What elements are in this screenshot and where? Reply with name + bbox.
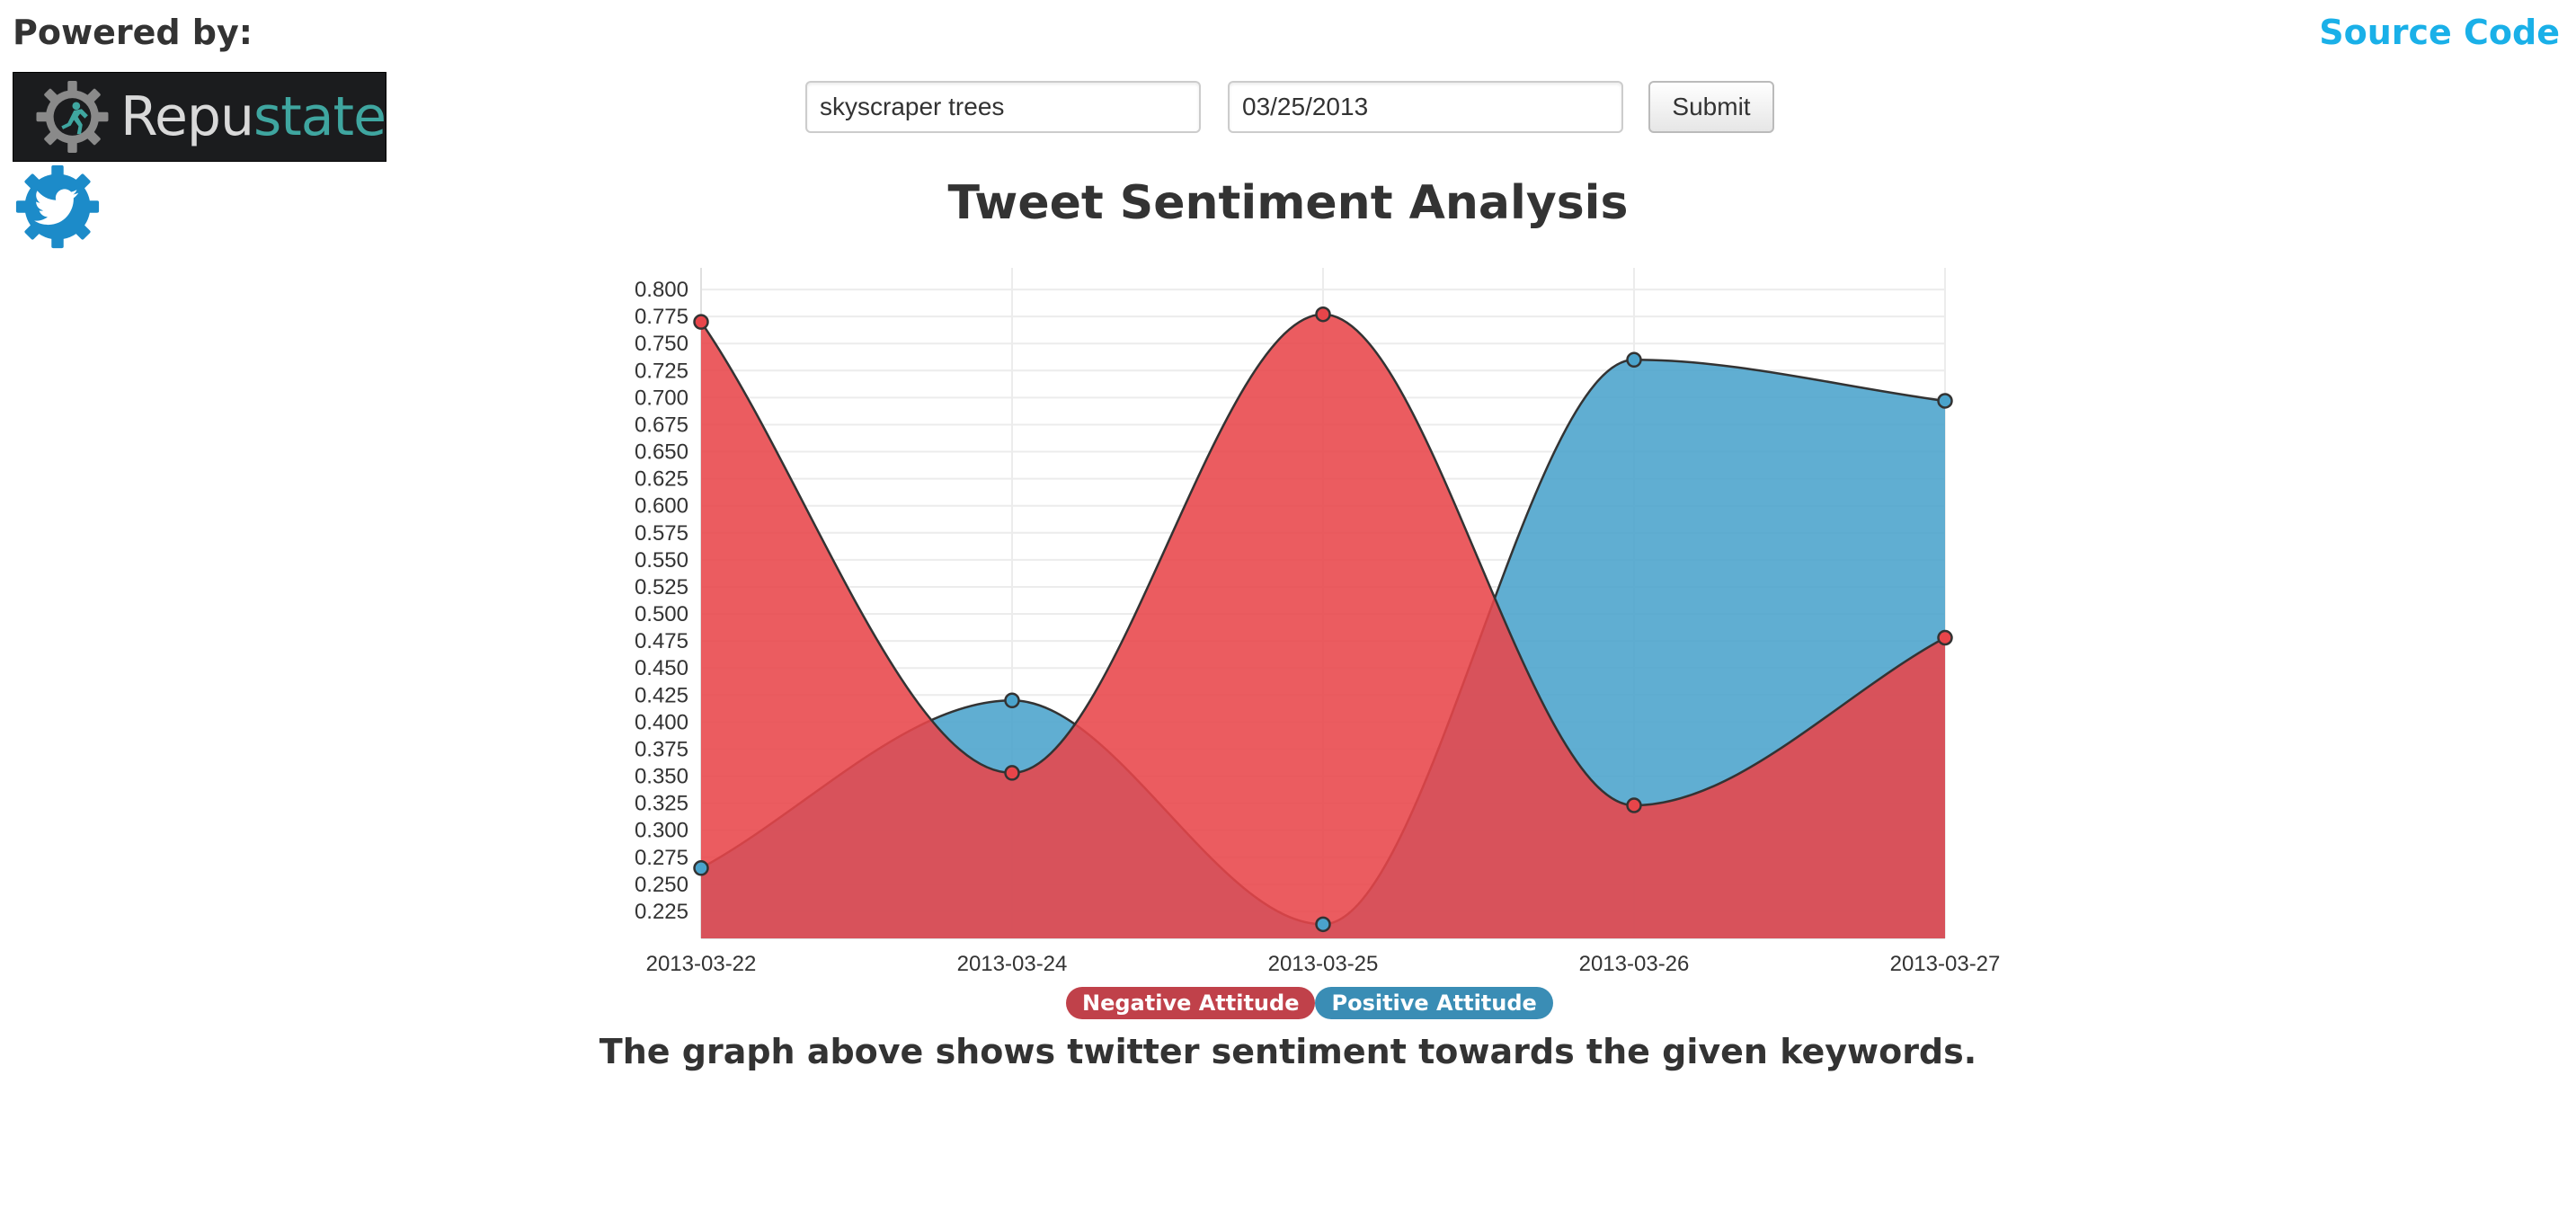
repustate-wordmark: Repustate <box>120 85 386 148</box>
negative-attitude-point <box>693 314 709 330</box>
y-tick-label: 0.750 <box>635 332 688 356</box>
y-tick-label: 0.450 <box>635 656 688 680</box>
negative-attitude-point <box>1937 629 1953 646</box>
y-tick-label: 0.700 <box>635 386 688 410</box>
date-input[interactable] <box>1228 81 1623 133</box>
y-tick-label: 0.400 <box>635 710 688 734</box>
y-tick-label: 0.525 <box>635 575 688 600</box>
x-tick-label: 2013-03-26 <box>1579 952 1690 976</box>
x-tick-label: 2013-03-25 <box>1268 952 1379 976</box>
y-tick-label: 0.425 <box>635 683 688 707</box>
positive-attitude-point <box>1937 393 1953 409</box>
positive-attitude-point <box>1315 916 1331 933</box>
y-tick-label: 0.575 <box>635 521 688 546</box>
legend-positive-attitude[interactable]: Positive Attitude <box>1315 987 1553 1019</box>
y-tick-label: 0.350 <box>635 765 688 789</box>
x-tick-label: 2013-03-27 <box>1890 952 2001 976</box>
gear-runner-icon <box>36 80 109 154</box>
y-tick-label: 0.225 <box>635 900 688 924</box>
y-tick-label: 0.650 <box>635 440 688 465</box>
x-tick-label: 2013-03-24 <box>957 952 1068 976</box>
chart-title: Tweet Sentiment Analysis <box>947 176 1629 230</box>
source-code-link[interactable]: Source Code <box>2319 13 2560 52</box>
y-tick-label: 0.725 <box>635 359 688 383</box>
negative-attitude-line <box>699 313 1946 807</box>
positive-attitude-point <box>693 860 709 876</box>
positive-attitude-point <box>1004 692 1020 709</box>
y-tick-label: 0.800 <box>635 278 688 302</box>
positive-attitude-point <box>1626 351 1642 369</box>
y-tick-label: 0.275 <box>635 846 688 870</box>
y-tick-label: 0.775 <box>635 305 688 329</box>
x-tick-label: 2013-03-22 <box>646 952 757 976</box>
y-tick-label: 0.600 <box>635 494 688 519</box>
y-tick-label: 0.675 <box>635 413 688 437</box>
chart-caption: The graph above shows twitter sentiment … <box>599 1032 1977 1071</box>
y-tick-label: 0.250 <box>635 873 688 897</box>
repustate-text-accent: state <box>253 85 386 148</box>
repustate-logo[interactable]: Repustate <box>13 72 386 162</box>
y-tick-label: 0.550 <box>635 548 688 573</box>
legend-negative-attitude[interactable]: Negative Attitude <box>1066 987 1316 1019</box>
keyword-input[interactable] <box>805 81 1201 133</box>
y-tick-label: 0.375 <box>635 737 688 761</box>
y-tick-label: 0.475 <box>635 629 688 653</box>
y-tick-label: 0.625 <box>635 467 688 492</box>
twitter-bird-gear-icon[interactable] <box>14 164 101 250</box>
negative-attitude-point <box>1315 306 1331 323</box>
y-tick-label: 0.325 <box>635 792 688 816</box>
y-tick-label: 0.500 <box>635 602 688 626</box>
powered-by-label: Powered by: <box>13 13 253 52</box>
negative-attitude-point <box>1004 765 1020 781</box>
repustate-text-main: Repu <box>120 85 254 148</box>
y-tick-label: 0.300 <box>635 819 688 843</box>
negative-attitude-point <box>1626 797 1642 813</box>
negative-attitude-area <box>701 314 1945 938</box>
submit-button[interactable]: Submit <box>1648 81 1774 133</box>
chart-legend: Negative Attitude Positive Attitude <box>1066 987 1553 1019</box>
